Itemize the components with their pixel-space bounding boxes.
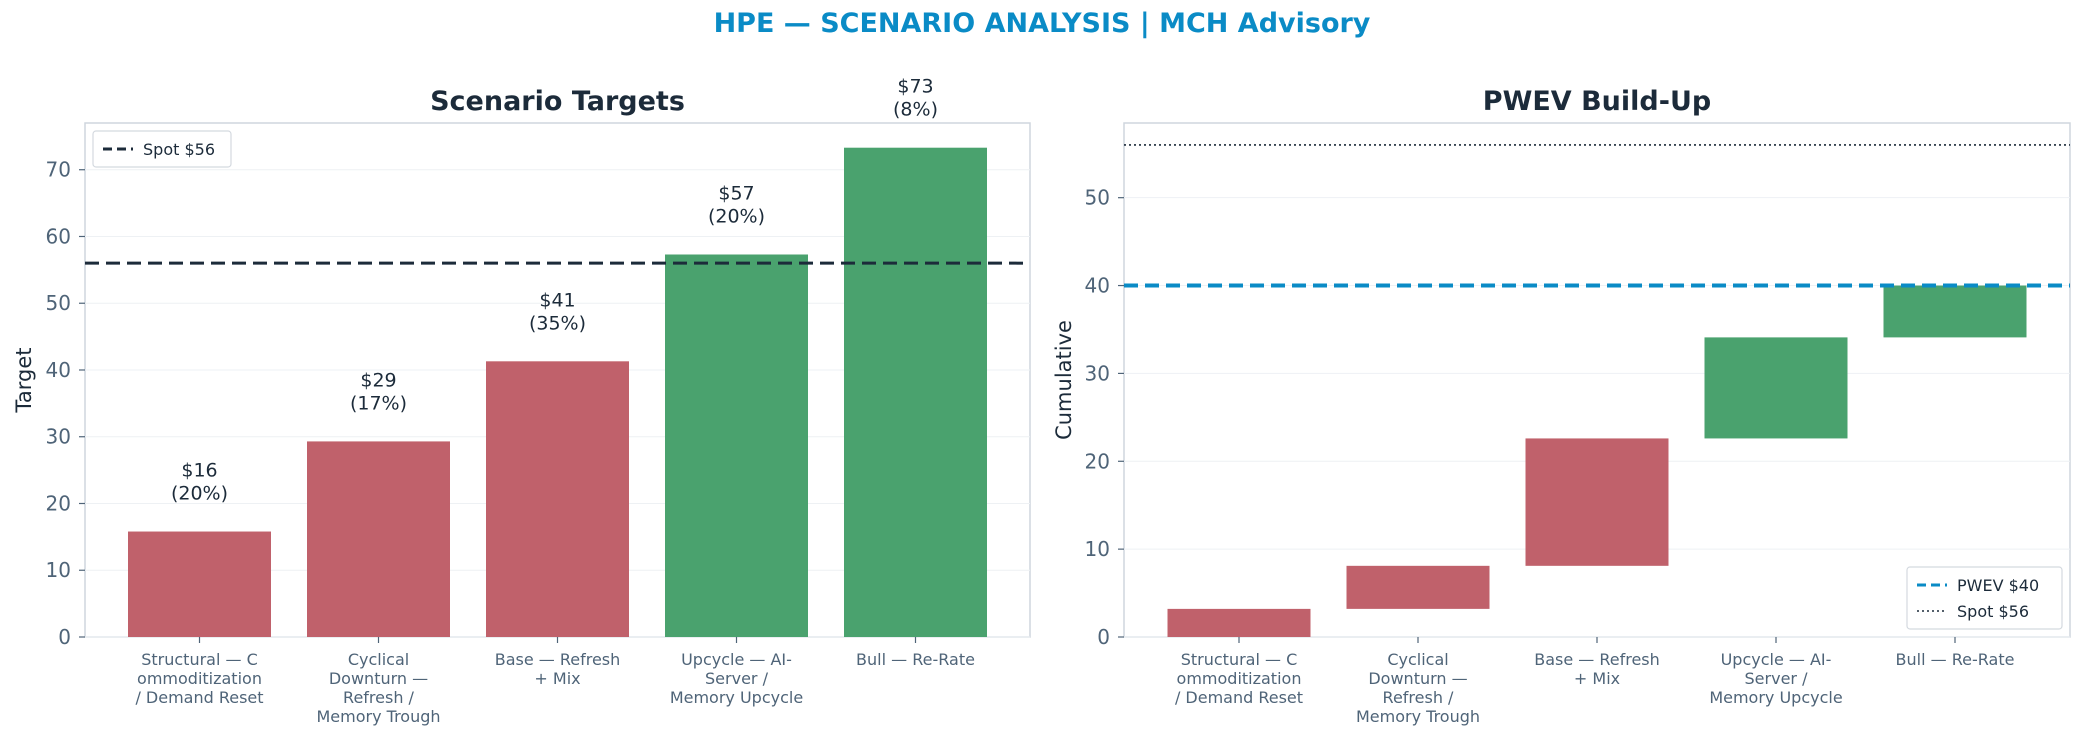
legend: Spot $56 — [92, 130, 232, 168]
x-tick-label: Base — Refresh + Mix — [1534, 650, 1660, 688]
bar — [1346, 565, 1490, 609]
x-tick-label: Base — Refresh + Mix — [495, 650, 621, 688]
x-tick-label: Upcycle — AI-Server / Memory Upcycle — [1709, 650, 1842, 707]
data-label-value: $57 — [718, 183, 754, 205]
chart-title: PWEV Build-Up — [1483, 86, 1711, 117]
data-label-probability: (35%) — [529, 312, 586, 334]
data-label-value: $73 — [897, 76, 933, 98]
data-label-value: $29 — [360, 369, 396, 391]
bar — [486, 361, 629, 637]
y-tick-label: 60 — [46, 224, 71, 248]
data-label-value: $16 — [181, 460, 217, 482]
y-tick-label: 10 — [46, 558, 71, 582]
chart-title: Scenario Targets — [430, 86, 685, 117]
y-tick-label: 20 — [46, 491, 71, 515]
data-label-probability: (8%) — [893, 99, 938, 121]
legend-label: Spot $56 — [143, 140, 215, 159]
figure-title: HPE — SCENARIO ANALYSIS | MCH Advisory — [713, 8, 1371, 39]
x-tick-label: Cyclical Downturn — Refresh / Memory Trough — [316, 650, 440, 726]
y-tick-label: 50 — [1085, 186, 1110, 210]
y-axis-label: Cumulative — [1052, 320, 1076, 440]
data-label-probability: (17%) — [350, 392, 407, 414]
y-tick-label: 50 — [46, 291, 71, 315]
bar — [1525, 438, 1669, 566]
x-tick-label: Cyclical Downturn — Refresh / Memory Trough — [1356, 650, 1480, 726]
legend-label: PWEV $40 — [1957, 576, 2039, 595]
legend-frame — [92, 130, 232, 168]
legend: PWEV $40 Spot $56 — [1906, 566, 2063, 630]
x-tick-label: Bull — Re-Rate — [856, 650, 975, 669]
y-tick-label: 30 — [1085, 361, 1110, 385]
y-tick-label: 10 — [1085, 537, 1110, 561]
bar — [1704, 337, 1848, 439]
legend-frame — [1906, 566, 2063, 630]
bar — [307, 441, 450, 637]
y-tick-label: 40 — [46, 358, 71, 382]
data-label-probability: (20%) — [708, 206, 765, 228]
bar — [844, 147, 987, 637]
bar — [1883, 285, 2027, 338]
y-tick-label: 40 — [1085, 274, 1110, 298]
bar — [1167, 608, 1311, 637]
y-tick-label: 20 — [1085, 449, 1110, 473]
x-tick-label: Upcycle — AI-Server / Memory Upcycle — [670, 650, 803, 707]
y-tick-label: 0 — [58, 625, 71, 649]
bar — [128, 531, 271, 637]
x-tick-label: Bull — Re-Rate — [1896, 650, 2015, 669]
y-tick-label: 30 — [46, 425, 71, 449]
y-tick-label: 0 — [1097, 625, 1110, 649]
legend-label: Spot $56 — [1957, 602, 2029, 621]
chart-panel-1: 0 10 20 30 40 50 60 70 Scenario Targets Target Str… — [12, 76, 1031, 726]
y-axis-label: Target — [12, 348, 36, 414]
chart-panel-2: 0 10 20 30 40 50 PWEV Build-Up Cumulative Struct… — [1052, 86, 2071, 726]
bar — [665, 254, 808, 637]
data-label-value: $41 — [539, 289, 575, 311]
y-tick-label: 70 — [46, 158, 71, 182]
data-label-probability: (20%) — [171, 483, 228, 505]
